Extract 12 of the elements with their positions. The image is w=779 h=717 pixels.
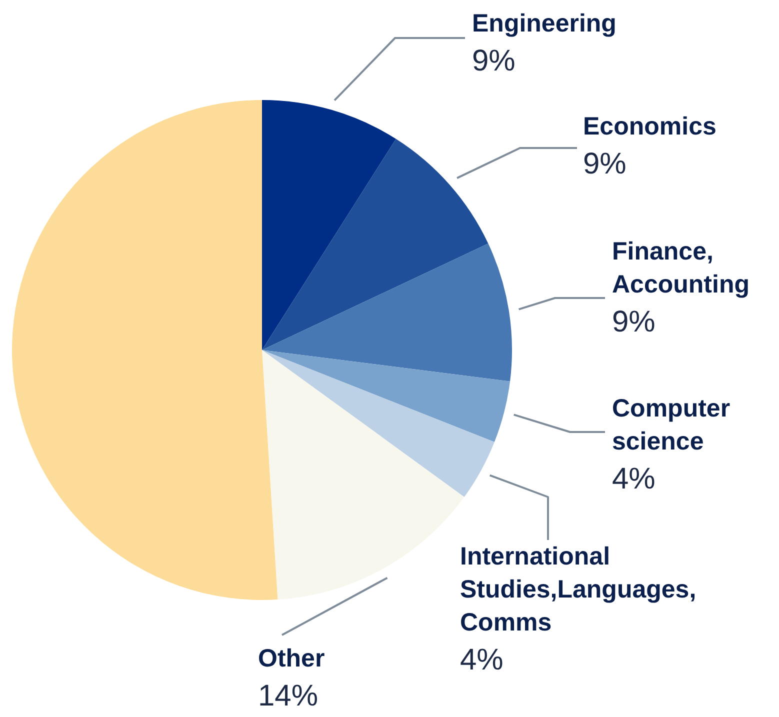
- data-label: 9%: [472, 44, 516, 78]
- data-label: 9%: [583, 147, 626, 180]
- data-label: 4%: [460, 643, 504, 676]
- slice-label: International Studies,Languages, Comms: [460, 542, 696, 636]
- slice-label: Computer science: [612, 394, 730, 456]
- slice-label: Finance, Accounting: [612, 237, 750, 298]
- slice-label: Other: [258, 644, 325, 672]
- data-label: 9%: [612, 305, 656, 338]
- data-label: 4%: [612, 462, 656, 496]
- slice-label: Engineering: [472, 9, 616, 38]
- data-label: 14%: [258, 679, 318, 712]
- slice-label: Economics: [583, 112, 716, 140]
